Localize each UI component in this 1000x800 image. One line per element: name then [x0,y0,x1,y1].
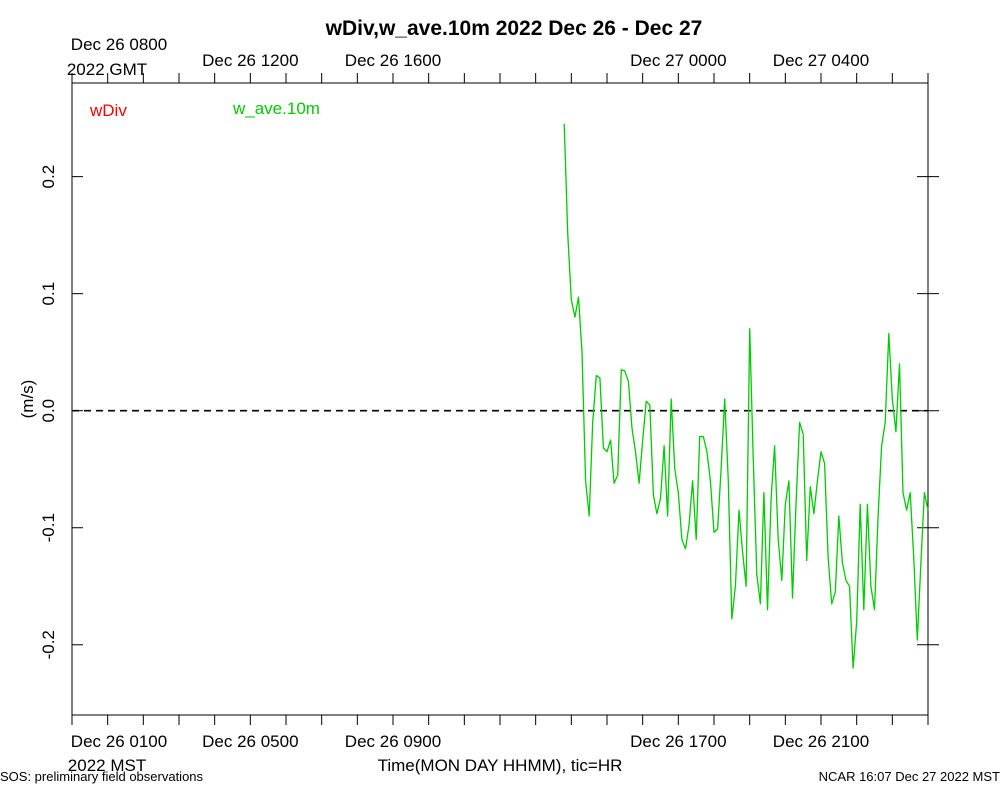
top-tick-label: Dec 26 1200 [202,51,298,70]
bottom-axis-ticks: Dec 26 0500 Dec 26 0900 Dec 26 1700 Dec 26 … [71,715,929,751]
bottom-tick-label: Dec 26 2100 [773,732,869,751]
bottom-axis-corner-line1: Dec 26 0100 [71,732,167,751]
legend-entry-wDiv: wDiv [89,101,127,120]
bottom-axis-corner-label: Dec 26 0100 2022 MST [68,732,167,775]
bottom-tick-label: Dec 26 0500 [202,732,298,751]
x-axis-label: Time(MON DAY HHMM), tic=HR [378,756,623,775]
top-axis-ticks: Dec 26 1200 Dec 26 1600 Dec 27 0000 Dec 27 … [71,51,929,83]
y-tick-label: 0.0 [39,399,58,423]
chart-title: wDiv,w_ave.10m 2022 Dec 26 - Dec 27 [325,17,703,40]
y-axis-ticks: -0.2 -0.1 0.0 0.1 0.2 [39,165,939,659]
bottom-axis-corner-line2: 2022 MST [68,756,146,775]
series-line-w-ave-10m [563,123,929,669]
y-tick-label: -0.1 [39,513,58,542]
bottom-tick-label: Dec 26 0900 [345,732,441,751]
top-axis-corner-line2: 2022 GMT [67,60,147,79]
y-tick-label: 0.1 [39,282,58,306]
top-tick-label: Dec 26 1600 [345,51,441,70]
top-tick-label: Dec 27 0400 [773,51,869,70]
footer-timestamp: NCAR 16:07 Dec 27 2022 MST [819,769,1000,784]
top-tick-label: Dec 27 0000 [630,51,726,70]
top-axis-corner-line1: Dec 26 0800 [71,35,167,54]
y-tick-label: 0.2 [39,165,58,189]
y-tick-label: -0.2 [39,630,58,659]
legend-entry-w-ave-10m: w_ave.10m [232,99,320,118]
y-axis-label: (m/s) [18,380,37,419]
footer-source: SOS: preliminary field observations [0,769,204,784]
bottom-tick-label: Dec 26 1700 [630,732,726,751]
plot-frame [71,82,929,716]
series-layer [563,123,929,669]
top-axis-corner-label: Dec 26 0800 2022 GMT [67,35,167,79]
